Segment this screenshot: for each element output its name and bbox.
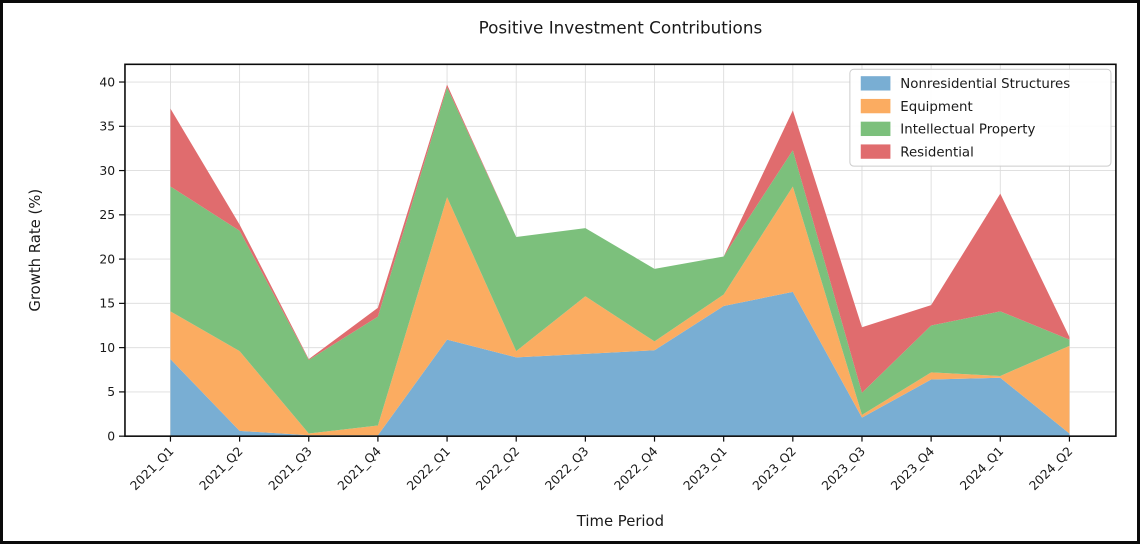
legend-swatch-nonresidential-structures bbox=[860, 76, 891, 91]
y-tick-label: 5 bbox=[107, 385, 115, 399]
x-tick-label: 2024_Q2 bbox=[1027, 444, 1076, 493]
x-tick-label: 2021_Q1 bbox=[128, 444, 177, 493]
x-tick-label: 2024_Q1 bbox=[957, 444, 1006, 493]
plot-border bbox=[124, 63, 1117, 437]
y-axis-label: Growth Rate (%) bbox=[27, 189, 44, 312]
x-tick-label: 2021_Q4 bbox=[335, 444, 384, 493]
legend-label: Intellectual Property bbox=[900, 123, 1035, 138]
chart-title: Positive Investment Contributions bbox=[479, 18, 763, 38]
legend-label: Residential bbox=[900, 145, 974, 160]
y-tick-label: 30 bbox=[99, 164, 115, 178]
x-tick-label: 2023_Q4 bbox=[888, 444, 937, 493]
area-series bbox=[170, 84, 1070, 437]
area-intellectual-property bbox=[170, 87, 1070, 434]
axes bbox=[119, 63, 1117, 442]
x-tick-label: 2021_Q3 bbox=[266, 444, 315, 493]
y-tick-label: 10 bbox=[99, 341, 115, 355]
x-tick-label: 2023_Q1 bbox=[681, 444, 730, 493]
y-tick-label: 35 bbox=[99, 120, 115, 134]
x-axis-label: Time Period bbox=[576, 513, 664, 530]
legend-swatch-intellectual-property bbox=[860, 121, 891, 137]
x-tick-label: 2022_Q3 bbox=[542, 444, 591, 493]
x-tick-label: 2022_Q4 bbox=[612, 444, 661, 493]
legend-box bbox=[849, 68, 1112, 167]
x-tick-label: 2023_Q2 bbox=[750, 444, 799, 493]
y-tick-label: 40 bbox=[99, 75, 115, 89]
legend-swatch-residential bbox=[860, 144, 891, 159]
area-nonresidential-structures bbox=[170, 291, 1070, 437]
stacked-area-chart: 0 5 10 15 20 25 30 35 40 2021_Q1 2021_Q2 2021_Q3 202… bbox=[27, 18, 1117, 530]
legend-label: Equipment bbox=[900, 100, 972, 115]
x-tick-label: 2022_Q1 bbox=[404, 444, 453, 493]
x-tick-label: 2023_Q3 bbox=[819, 444, 868, 493]
y-tick-label: 15 bbox=[99, 297, 115, 311]
x-tick-label: 2022_Q2 bbox=[473, 444, 522, 493]
y-tick-label: 0 bbox=[107, 429, 115, 443]
y-tick-label: 25 bbox=[99, 208, 115, 222]
area-residential bbox=[170, 84, 1070, 393]
legend-label: Nonresidential Structures bbox=[900, 77, 1070, 92]
area-equipment bbox=[170, 186, 1070, 436]
legend: Nonresidential Structures Equipment Intell… bbox=[849, 68, 1112, 167]
legend-swatch-equipment bbox=[860, 98, 891, 114]
x-tick-label: 2021_Q2 bbox=[197, 444, 246, 493]
y-tick-label: 20 bbox=[99, 252, 115, 266]
